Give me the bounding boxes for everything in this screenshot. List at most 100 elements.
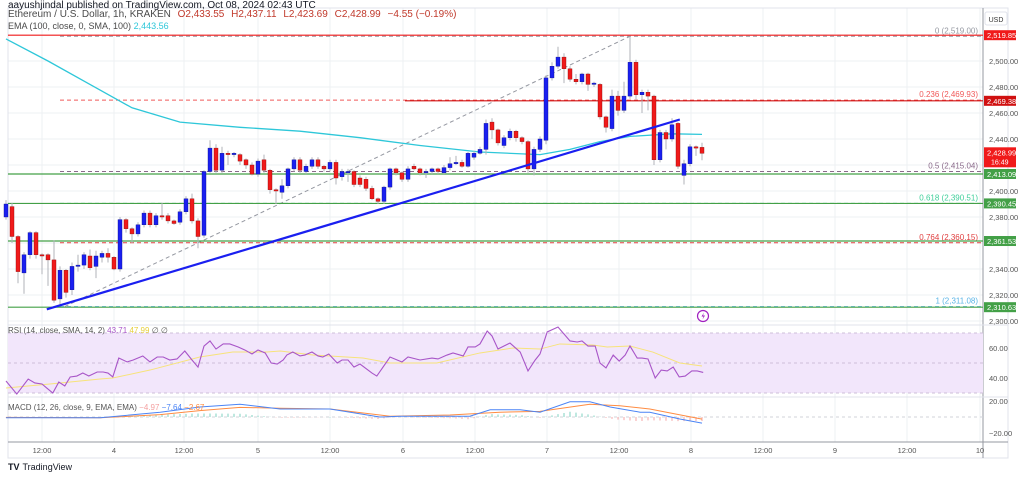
ema-label: EMA (100, close, 0, SMA, 100) <box>8 21 132 31</box>
candle-bullish <box>339 171 345 177</box>
macd-signal-value: −2.67 <box>184 403 205 412</box>
time-tick-label: 12:00 <box>33 446 52 455</box>
candle-bearish <box>189 198 195 222</box>
candle-bullish <box>207 147 213 172</box>
rsi-extra: ∅ ∅ <box>151 326 168 335</box>
candle-bearish <box>495 129 501 144</box>
candle-bullish <box>621 95 627 111</box>
candle-bullish <box>423 171 429 173</box>
candle-bullish <box>639 91 645 95</box>
fibonacci-retracement[interactable]: 0 (2,519.00) 0.236 (2,469.93) 0.5 (2,415.0… <box>60 26 983 308</box>
ema-value: 2,443.56 <box>133 21 169 31</box>
candle-bullish <box>279 185 285 193</box>
rsi-line <box>5 326 704 395</box>
macd-legend[interactable]: MACD (12, 26, close, 9, EMA, EMA) −4.97 … <box>8 403 204 412</box>
candle-bullish <box>57 270 63 300</box>
candle-bullish <box>627 62 633 97</box>
alert-lightning-icon[interactable] <box>696 309 710 323</box>
candle-bullish <box>669 124 675 140</box>
candle-bearish <box>699 147 705 154</box>
candle-bearish <box>159 215 165 218</box>
candle-bearish <box>561 56 567 69</box>
candle-bearish <box>459 162 465 167</box>
candle-bullish <box>405 168 411 180</box>
fib-level-label: 0.764 (2,360.15) <box>919 233 978 242</box>
candle-bullish <box>471 153 477 158</box>
time-tick-label: 5 <box>256 446 260 455</box>
trendline[interactable] <box>46 118 681 311</box>
candle-bullish <box>255 160 261 175</box>
macd-tick-label: 20.00 <box>989 397 1008 406</box>
candle-bullish <box>453 162 459 164</box>
candle-bearish <box>663 132 669 140</box>
candle-bearish <box>267 169 273 190</box>
candle-bearish <box>237 154 243 162</box>
rsi-legend[interactable]: RSI (14, close, SMA, 14, 2) 43.71 47.99 … <box>8 326 168 335</box>
candle-bullish <box>549 65 555 79</box>
candle-bullish <box>93 255 99 267</box>
currency-button <box>984 11 1008 26</box>
price-level-tag <box>984 236 1016 247</box>
candle-bearish <box>105 253 111 258</box>
candle-bullish <box>219 153 225 171</box>
tradingview-logo-text: TradingView <box>22 462 73 472</box>
candle-bearish <box>165 215 171 222</box>
candle-bullish <box>201 171 207 236</box>
candle-bearish <box>261 159 267 171</box>
macd-line <box>6 401 703 424</box>
price-level-tag <box>984 95 1016 106</box>
candle-bullish <box>507 130 513 138</box>
candle-bullish <box>69 266 75 290</box>
price-level-tag-label: 2,469.38 <box>987 97 1016 106</box>
candle-bearish <box>63 270 69 293</box>
candle-bearish <box>525 141 531 170</box>
candle-bearish <box>585 73 591 85</box>
candle-bullish <box>477 149 483 154</box>
candle-bullish <box>21 254 27 274</box>
price-axis[interactable]: USD 2,500.00 2,480.00 2,460.00 2,440.00 2,400… <box>984 11 1018 438</box>
price-tick-label: 2,460.00 <box>989 109 1018 118</box>
candle-bullish <box>543 77 549 141</box>
candle-bearish <box>87 255 93 268</box>
candle-bullish <box>531 149 537 170</box>
candle-bullish <box>75 264 81 267</box>
last-price-tag <box>984 147 1016 168</box>
candle-bearish <box>213 147 219 171</box>
price-tick-label: 2,440.00 <box>989 135 1018 144</box>
macd-pane <box>5 401 983 424</box>
macd-value: −7.64 <box>161 403 182 412</box>
candle-bearish <box>573 78 579 82</box>
time-tick-label: 12:00 <box>466 446 485 455</box>
candle-bearish <box>33 232 39 255</box>
candle-bearish <box>603 116 609 128</box>
currency-label: USD <box>989 17 1004 24</box>
close-value: C2,428.99 <box>334 9 381 20</box>
macd-tick-label: −20.00 <box>989 429 1012 438</box>
candle-bullish <box>117 219 123 270</box>
time-tick-label: 6 <box>401 446 405 455</box>
time-axis[interactable]: 12:00 4 12:00 5 12:00 6 12:00 7 12:00 8 12:00 9 12:0… <box>33 446 985 455</box>
rsi-value: 43.71 <box>107 326 128 335</box>
time-tick-label: 7 <box>545 446 549 455</box>
ema-legend[interactable]: EMA (100, close, 0, SMA, 100) 2,443.56 <box>8 21 169 31</box>
candles <box>3 36 705 306</box>
candle-bearish <box>363 179 369 189</box>
tradingview-logo[interactable]: TV TradingView <box>8 462 72 472</box>
candle-bullish <box>579 73 585 82</box>
candle-bearish <box>375 198 381 202</box>
candle-bullish <box>231 153 237 155</box>
price-tick-label: 2,480.00 <box>989 83 1018 92</box>
price-tick-label: 2,380.00 <box>989 213 1018 222</box>
candle-bullish <box>429 168 435 172</box>
rsi-ma-value: 47.99 <box>129 326 150 335</box>
price-level-tag <box>984 198 1016 209</box>
candle-bearish <box>39 254 45 257</box>
symbol-name[interactable]: Ethereum / U.S. Dollar, 1h, KRAKEN <box>8 9 171 20</box>
candle-bearish <box>315 159 321 167</box>
rsi-tick-label: 40.00 <box>989 374 1008 383</box>
candle-bearish <box>249 164 255 175</box>
horizontal-levels[interactable] <box>8 34 983 308</box>
macd-label: MACD (12, 26, close, 9, EMA, EMA) <box>8 403 137 412</box>
candle-bullish <box>681 163 687 176</box>
